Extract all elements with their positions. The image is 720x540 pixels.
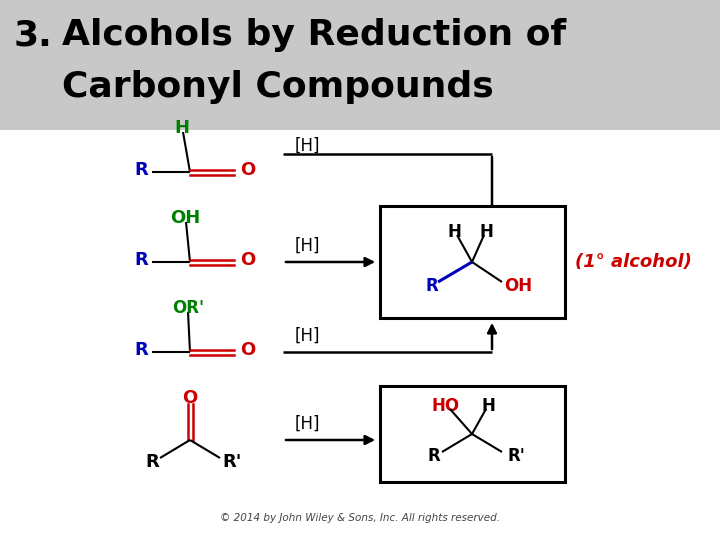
Text: R: R [426, 277, 438, 295]
Text: O: O [240, 251, 256, 269]
Text: (1° alcohol): (1° alcohol) [575, 253, 692, 271]
Text: [H]: [H] [295, 237, 320, 255]
Text: Carbonyl Compounds: Carbonyl Compounds [62, 70, 494, 104]
Text: H: H [447, 223, 461, 241]
Text: R: R [134, 341, 148, 359]
Text: H: H [174, 119, 189, 137]
Bar [380, 386, 565, 482]
Text: Alcohols by Reduction of: Alcohols by Reduction of [62, 18, 566, 52]
Text: [H]: [H] [295, 327, 320, 345]
Text: R: R [145, 453, 159, 471]
Text: R': R' [507, 447, 525, 465]
Text: HO: HO [432, 397, 460, 415]
Text: O: O [182, 389, 197, 407]
Text: R: R [428, 447, 441, 465]
Text: R': R' [222, 453, 242, 471]
Text: [H]: [H] [295, 137, 320, 155]
Text: OH: OH [170, 209, 200, 227]
Text: [H]: [H] [295, 415, 320, 433]
Text: R: R [134, 161, 148, 179]
Text: © 2014 by John Wiley & Sons, Inc. All rights reserved.: © 2014 by John Wiley & Sons, Inc. All ri… [220, 513, 500, 523]
Text: H: H [479, 223, 493, 241]
Text: OR': OR' [172, 299, 204, 317]
Bar [380, 206, 565, 318]
Bar [0, 0, 720, 130]
Text: O: O [240, 161, 256, 179]
Text: H: H [481, 397, 495, 415]
Text: OH: OH [504, 277, 532, 295]
Text: O: O [240, 341, 256, 359]
Text: 3.: 3. [14, 18, 53, 52]
Text: R: R [134, 251, 148, 269]
